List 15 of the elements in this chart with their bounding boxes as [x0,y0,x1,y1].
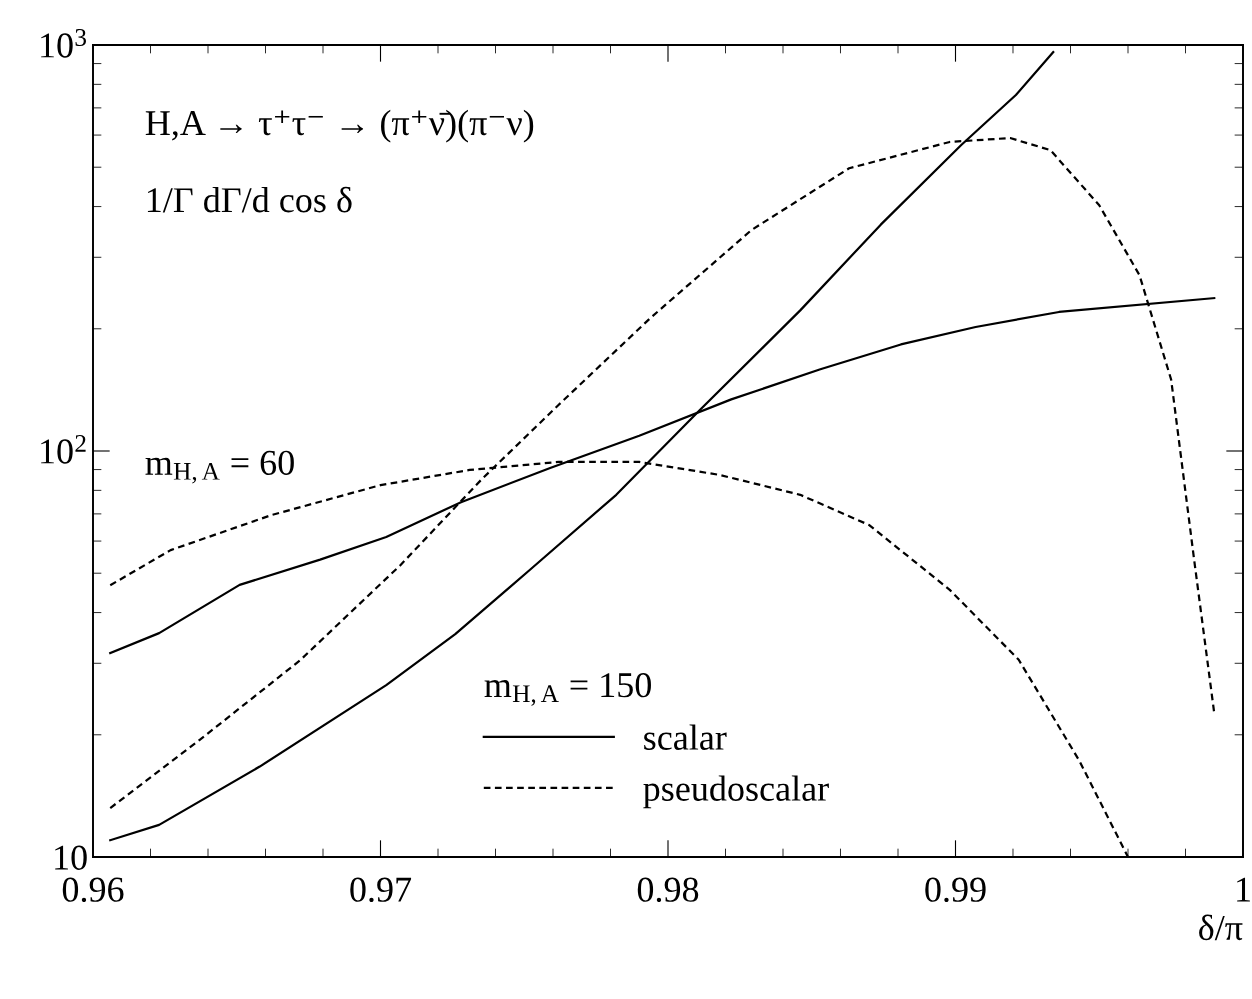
x-tick-label: 1 [1237,877,1250,902]
legend-label: scalar [644,724,727,750]
x-axis-title: δ/π [1199,914,1243,941]
annotation: 1/Γ dΓ/d cos δ [147,186,352,213]
x-tick-label: 0.97 [350,877,412,903]
y-tick-label: 10$^{2}$ [41,435,86,464]
annotation: H,A → τ⁺τ⁻ → (π⁺ν̄)(π⁻ν) [145,109,534,143]
annotation: m$_{H,A}$ = 60 [145,450,294,484]
legend-label: pseudoscalar [643,775,829,809]
y-tick-label: 10$^{3}$ [41,29,86,58]
y-tick-label: 10 [55,845,87,870]
x-tick-label: 0.99 [925,877,986,903]
legend-title: m$_{H,A}$ = 150 [484,672,651,706]
x-tick-label: 0.98 [637,877,699,903]
x-tick-label: 0.96 [62,877,124,903]
